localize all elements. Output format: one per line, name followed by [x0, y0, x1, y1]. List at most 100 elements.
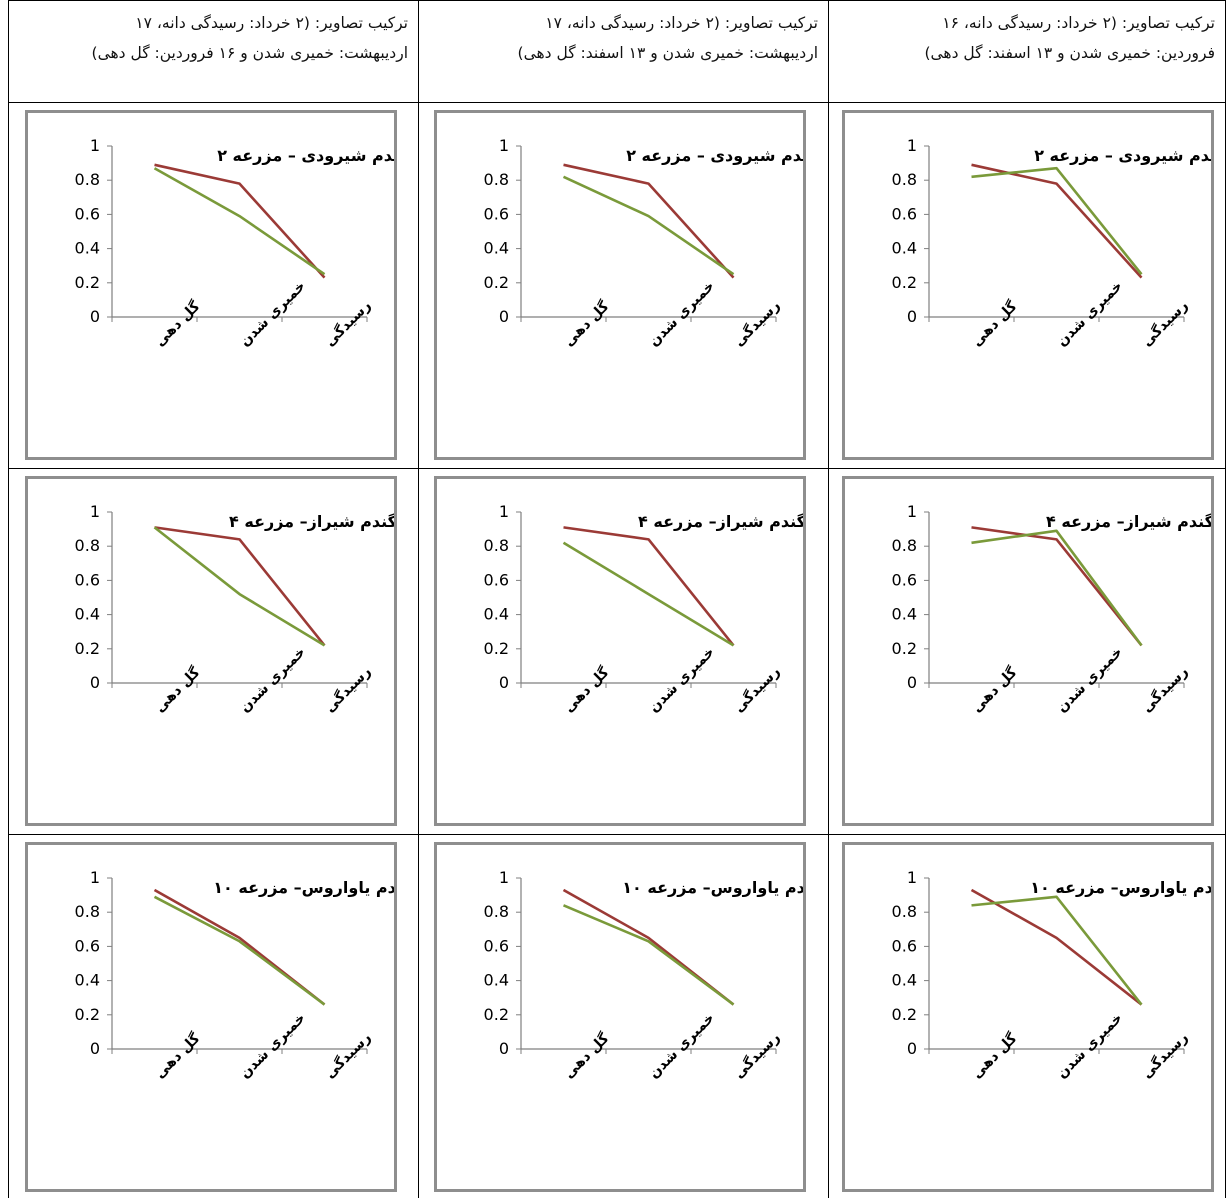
y-tick-label: 0.8 — [484, 170, 509, 189]
x-category-label: رسیدگی — [730, 663, 783, 716]
header-cell: ترکیب تصاویر: (۲ خرداد: رسیدگی دانه، ۱۶ … — [829, 8, 1225, 100]
x-category-label: خمیری شدن — [1054, 1010, 1126, 1082]
chart-title: گندم شیراز– مزرعه ۴ — [1046, 512, 1211, 531]
series-line-green — [971, 895, 1143, 1006]
header-cell: ترکیب تصاویر: (۲ خرداد: رسیدگی دانه، ۱۷ … — [419, 8, 828, 100]
header-line: ترکیب تصاویر: (۲ خرداد: رسیدگی دانه، ۱۷ — [545, 14, 818, 32]
y-tick-label: 0.8 — [892, 536, 917, 555]
y-tick-label: 0.4 — [75, 605, 100, 624]
x-category-label: گل دهی — [560, 297, 613, 350]
y-tick-label: 1 — [499, 868, 509, 887]
chart-title: گندم یاواروس– مزرعه ۱۰ — [1030, 878, 1211, 897]
y-tick-label: 0.2 — [75, 273, 100, 292]
y-tick-label: 0 — [90, 307, 100, 326]
y-tick-label: 0.8 — [892, 170, 917, 189]
y-tick-label: 1 — [907, 136, 917, 155]
x-category-label: رسیدگی — [730, 297, 783, 350]
y-tick-label: 0.2 — [75, 1005, 100, 1024]
y-tick-label: 0.4 — [892, 605, 917, 624]
y-tick-label: 1 — [907, 868, 917, 887]
y-tick-label: 0.2 — [892, 273, 917, 292]
y-tick-label: 0.8 — [484, 536, 509, 555]
x-category-label: رسیدگی — [1138, 1029, 1191, 1082]
x-category-label: گل دهی — [968, 1029, 1021, 1082]
table-border-left — [8, 0, 9, 1198]
x-category-label: خمیری شدن — [237, 1010, 309, 1082]
y-tick-label: 0.8 — [75, 170, 100, 189]
y-tick-label: 0.4 — [75, 239, 100, 258]
y-tick-label: 0 — [907, 1039, 917, 1058]
series-line-red — [153, 888, 326, 1006]
x-category-label: خمیری شدن — [1054, 644, 1126, 716]
x-category-label: گل دهی — [560, 1029, 613, 1082]
series-line-green — [971, 529, 1143, 647]
x-category-label: خمیری شدن — [237, 278, 309, 350]
series-line-red — [563, 163, 735, 279]
y-tick-label: 0.6 — [892, 204, 917, 223]
chart-title: گندم شیرودی – مزرعه ۲ — [626, 146, 803, 165]
header-line: اردیبهشت: خمیری شدن و ۱۳ اسفند: گل دهی) — [517, 44, 818, 62]
header-line: ترکیب تصاویر: (۲ خرداد: رسیدگی دانه، ۱۶ — [942, 14, 1215, 32]
chart-title: گندم شیرودی – مزرعه ۲ — [1034, 146, 1211, 165]
x-category-label: رسیدگی — [730, 1029, 783, 1082]
series-line-red — [563, 526, 735, 647]
y-tick-label: 0.8 — [484, 902, 509, 921]
chart-title: گندم شیراز– مزرعه ۴ — [229, 512, 394, 531]
y-tick-label: 0.6 — [75, 570, 100, 589]
y-tick-label: 0 — [90, 673, 100, 692]
y-tick-label: 0.2 — [484, 273, 509, 292]
y-tick-label: 0 — [90, 1039, 100, 1058]
row-divider — [8, 834, 1226, 835]
y-tick-label: 0 — [907, 307, 917, 326]
y-tick-label: 0.4 — [484, 971, 509, 990]
x-category-label: رسیدگی — [321, 1029, 374, 1082]
y-tick-label: 0.6 — [892, 570, 917, 589]
series-line-red — [971, 163, 1143, 279]
x-category-label: رسیدگی — [1138, 663, 1191, 716]
header-cell: ترکیب تصاویر: (۲ خرداد: رسیدگی دانه، ۱۷ … — [9, 8, 418, 100]
table-border-top — [8, 0, 1226, 1]
y-tick-label: 0.2 — [892, 1005, 917, 1024]
x-category-label: گل دهی — [151, 663, 204, 716]
col-divider — [828, 0, 829, 1198]
chart-title: گندم یاواروس– مزرعه ۱۰ — [622, 878, 803, 897]
row-divider — [8, 468, 1226, 469]
y-tick-label: 1 — [90, 868, 100, 887]
series-line-green — [971, 166, 1143, 276]
x-category-label: خمیری شدن — [646, 278, 718, 350]
y-tick-label: 0.2 — [484, 639, 509, 658]
series-line-red — [970, 888, 1143, 1006]
x-category-label: گل دهی — [560, 663, 613, 716]
y-tick-label: 0.4 — [892, 971, 917, 990]
col-divider — [418, 0, 419, 1198]
y-tick-label: 0.6 — [484, 204, 509, 223]
row-divider — [8, 102, 1226, 103]
series-line-red — [562, 888, 735, 1006]
x-category-label: گل دهی — [968, 297, 1021, 350]
y-tick-label: 0.6 — [484, 936, 509, 955]
y-tick-label: 0.6 — [75, 204, 100, 223]
series-line-red — [154, 526, 326, 647]
x-category-label: رسیدگی — [321, 663, 374, 716]
y-tick-label: 1 — [907, 502, 917, 521]
x-category-label: خمیری شدن — [646, 644, 718, 716]
y-tick-label: 0 — [499, 673, 509, 692]
series-line-red — [971, 526, 1143, 647]
series-line-green — [562, 541, 735, 647]
y-tick-label: 1 — [499, 502, 509, 521]
y-tick-label: 0.4 — [484, 605, 509, 624]
y-tick-label: 0.2 — [484, 1005, 509, 1024]
y-tick-label: 0.2 — [75, 639, 100, 658]
y-tick-label: 0.6 — [75, 936, 100, 955]
y-tick-label: 1 — [90, 502, 100, 521]
